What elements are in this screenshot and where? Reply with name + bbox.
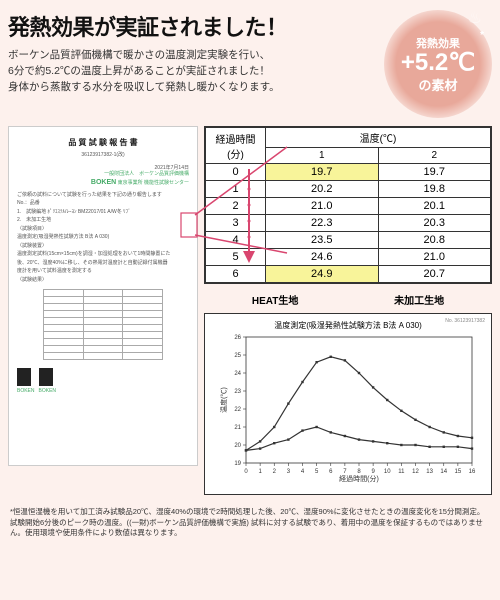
svg-text:0: 0 xyxy=(244,469,248,475)
svg-text:10: 10 xyxy=(384,469,391,475)
mini-result-table xyxy=(43,289,163,360)
svg-text:19: 19 xyxy=(234,461,241,467)
svg-text:25: 25 xyxy=(234,353,241,359)
svg-text:26: 26 xyxy=(234,335,241,341)
svg-text:1: 1 xyxy=(258,469,262,475)
svg-text:23: 23 xyxy=(234,389,241,395)
svg-text:24: 24 xyxy=(234,371,241,377)
report-document: 品 質 試 験 報 告 書 36123917382-1(改) 2021年7月14… xyxy=(8,126,198,466)
label-heat: HEAT生地 xyxy=(252,292,298,307)
headline-body: ボーケン品質評価機構で暖かさの温度測定実験を行い、 6分で約5.2℃の温度上昇が… xyxy=(8,48,376,95)
steam-icon: ♨ xyxy=(468,8,482,28)
svg-text:4: 4 xyxy=(301,469,305,475)
temperature-table: 経過時間 (分) 温度(℃) 1 2 019.719.7120.219.8221… xyxy=(204,126,492,284)
svg-text:22: 22 xyxy=(234,407,241,413)
svg-text:2: 2 xyxy=(273,469,277,475)
svg-text:12: 12 xyxy=(412,469,419,475)
svg-text:15: 15 xyxy=(455,469,462,475)
footnote: *恒温恒湿機を用いて加工済み試験品20℃、湿度40%の環境で2時間処理した後、2… xyxy=(6,495,494,539)
svg-text:温度(℃): 温度(℃) xyxy=(219,387,228,413)
label-raw: 未加工生地 xyxy=(394,292,444,307)
svg-text:6: 6 xyxy=(329,469,333,475)
svg-text:16: 16 xyxy=(469,469,476,475)
svg-text:9: 9 xyxy=(371,469,375,475)
svg-text:20: 20 xyxy=(234,443,241,449)
svg-text:8: 8 xyxy=(357,469,361,475)
heat-badge: ♨ 発熱効果 +5.2℃ の素材* xyxy=(384,10,492,118)
svg-text:5: 5 xyxy=(315,469,319,475)
temperature-chart: 温度測定(吸湿発熱性試験方法 B法 A 030) No. 36123917382… xyxy=(204,313,492,495)
headline-title: 発熱効果が実証されました！ xyxy=(8,10,376,42)
svg-text:21: 21 xyxy=(234,425,241,431)
svg-text:14: 14 xyxy=(440,469,447,475)
svg-text:3: 3 xyxy=(287,469,291,475)
svg-text:13: 13 xyxy=(426,469,433,475)
svg-text:7: 7 xyxy=(343,469,347,475)
svg-text:経過時間(分): 経過時間(分) xyxy=(339,474,379,483)
svg-text:11: 11 xyxy=(398,469,405,475)
